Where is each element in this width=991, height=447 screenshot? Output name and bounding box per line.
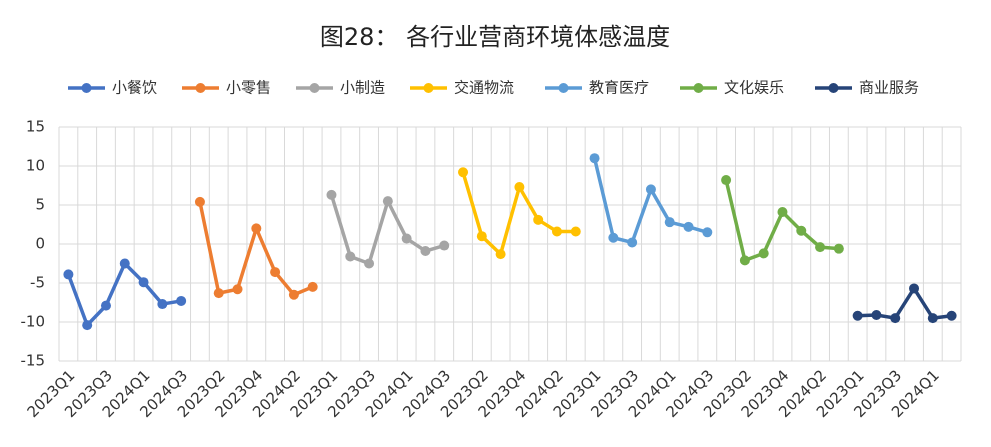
point [608,232,619,243]
point [833,243,844,254]
y-tick-label: 15 [26,118,45,136]
legend-label: 教育医疗 [589,79,649,97]
legend-marker [81,83,92,93]
point [251,223,262,234]
point [909,283,920,294]
point [852,310,863,321]
y-tick-label: -15 [21,352,46,370]
legend-label: 商业服务 [859,79,919,97]
point [514,182,525,193]
point [645,184,656,195]
legend-marker [828,83,839,93]
point [176,295,187,306]
point [194,196,205,207]
point [382,196,393,207]
point [551,226,562,237]
legend-marker [693,83,704,93]
y-tick-label: 0 [35,235,45,253]
point [721,175,732,186]
point [927,313,938,324]
legend-marker [309,83,320,93]
legend-label: 小餐饮 [112,79,157,97]
legend-marker [558,83,569,93]
point [476,231,487,242]
point [702,227,713,238]
point [683,221,694,232]
legend-marker [195,83,206,93]
y-tick-label: 10 [26,157,45,175]
point [420,246,431,257]
legend-label: 交通物流 [454,79,514,97]
point [664,217,675,228]
chart-title: 图28： 各行业营商环境体感温度 [320,23,670,51]
point [946,310,957,321]
legend-label: 小零售 [226,79,271,97]
y-tick-label: -5 [30,274,45,292]
point [439,240,450,251]
point [100,300,111,311]
point [307,281,318,292]
point [627,237,638,248]
point [401,233,412,244]
point [533,214,544,225]
point [758,248,769,259]
point [890,313,901,324]
point [777,207,788,218]
point [157,299,168,310]
point [213,288,224,299]
point [345,251,356,262]
point [458,167,469,178]
point [589,153,600,164]
point [364,258,375,269]
point [119,258,130,269]
point [270,267,281,278]
legend-label: 文化娱乐 [724,79,784,97]
point [326,189,337,200]
y-tick-label: 5 [35,196,45,214]
legend-marker [423,83,434,93]
point [796,225,807,236]
point [570,226,581,237]
point [815,242,826,253]
point [871,309,882,320]
point [232,284,243,295]
point [63,269,74,280]
point [288,289,299,300]
legend-label: 小制造 [340,79,385,97]
point [495,249,506,260]
point [82,320,93,331]
y-tick-label: -10 [21,313,46,331]
point [739,255,750,266]
point [138,277,149,288]
